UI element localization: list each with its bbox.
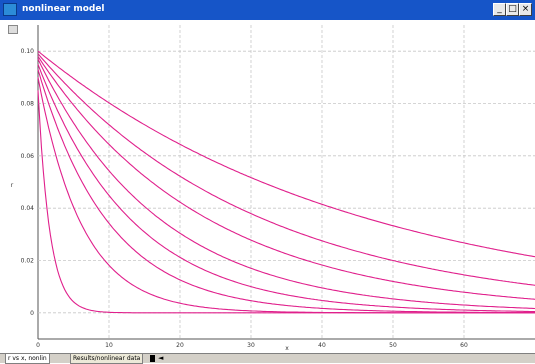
series-line-3 [37, 69, 535, 314]
x-axis-label: x [285, 345, 289, 352]
app-icon [3, 3, 17, 16]
series-line-2 [37, 77, 535, 314]
series-line-7 [37, 53, 535, 286]
series-line-6 [37, 56, 535, 300]
x-tick-label: 40 [318, 342, 326, 349]
status-bar: r vs x, nonlin Results/nonlinear data ◄ [0, 353, 535, 364]
y-tick-label: 0.06 [21, 153, 35, 160]
title-bar: nonlinear model _ □ × [0, 0, 535, 20]
y-tick-label: 0 [30, 310, 34, 317]
series-line-5 [37, 58, 535, 310]
x-tick-label: 20 [176, 342, 184, 349]
y-tick-label: 0.08 [21, 101, 35, 108]
y-tick-label: 0.02 [21, 258, 35, 265]
x-tick-label: 0 [36, 342, 40, 349]
close-button[interactable]: × [519, 3, 532, 16]
series-lines [37, 50, 535, 314]
x-tick-label: 10 [105, 342, 113, 349]
y-tick-label: 0.10 [21, 48, 35, 55]
document-menu-icon[interactable] [8, 25, 18, 34]
x-tick-labels: 0 10 20 30 40 50 60 [36, 342, 468, 349]
chart: 0 0.02 0.04 0.06 0.08 0.10 0 10 20 30 40 50 60 x r [11, 25, 535, 352]
y-tick-label: 0.04 [21, 205, 35, 212]
x-tick-label: 60 [460, 342, 468, 349]
minimize-button[interactable]: _ [493, 3, 506, 16]
maximize-button[interactable]: □ [506, 3, 519, 16]
tab-scroll-left-button[interactable]: ◄ [158, 354, 164, 362]
series-line-8 [37, 50, 535, 258]
y-tick-labels: 0 0.02 0.04 0.06 0.08 0.10 [21, 48, 35, 317]
x-tick-label: 30 [247, 342, 255, 349]
x-tick-label: 50 [389, 342, 397, 349]
series-line-4 [37, 64, 535, 313]
plot-area [0, 20, 535, 353]
tab-scroll-marker [150, 355, 155, 362]
y-axis-label: r [11, 182, 14, 189]
window-title: nonlinear model [22, 4, 105, 14]
